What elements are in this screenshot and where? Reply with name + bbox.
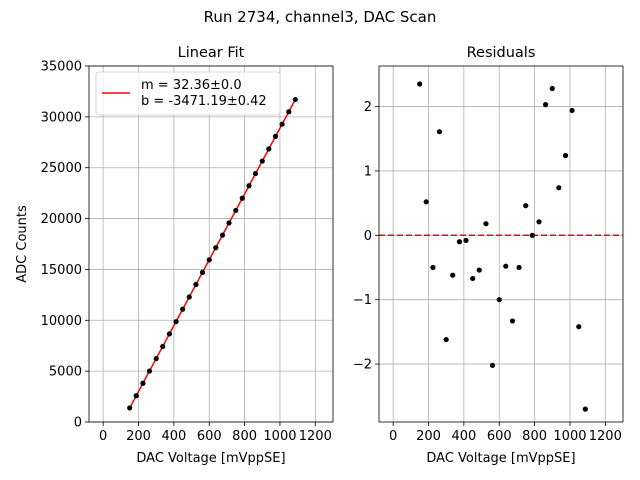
data-point <box>226 220 232 226</box>
data-point <box>443 336 449 343</box>
data-point <box>569 107 575 114</box>
data-point <box>239 195 245 201</box>
data-point <box>436 129 443 135</box>
data-point <box>233 207 239 214</box>
x-axis-label: DAC Voltage [mVppSE] <box>426 451 575 466</box>
data-point <box>496 297 502 303</box>
data-point <box>160 343 166 350</box>
data-point <box>206 257 212 263</box>
data-point <box>186 294 192 300</box>
x-tick-label: 1000 <box>263 429 296 444</box>
data-point <box>292 96 298 103</box>
x-tick-label: 0 <box>389 429 397 444</box>
figure-title: Run 2734, channel3, DAC Scan <box>204 8 437 26</box>
data-point <box>582 406 588 412</box>
y-tick-label: 5000 <box>49 365 82 380</box>
axes-frame <box>88 65 334 423</box>
data-point <box>430 264 436 271</box>
data-point <box>423 199 429 205</box>
data-point <box>536 219 542 225</box>
x-tick-label: 1200 <box>299 429 332 444</box>
data-point <box>173 319 179 325</box>
x-axis-label: DAC Voltage [mVppSE] <box>136 451 285 466</box>
data-point <box>266 146 272 152</box>
y-tick-label: 35000 <box>41 60 82 75</box>
data-point <box>483 221 489 227</box>
residuals-panel: 0 200 400 600 800 1000 1200 −2 −1 0 1 2 Residuals DAC… <box>353 45 624 466</box>
data-point <box>529 232 535 238</box>
legend-box <box>95 71 281 116</box>
data-point <box>286 109 292 115</box>
data-point <box>470 275 476 282</box>
data-point <box>199 269 206 275</box>
data-point <box>272 133 279 139</box>
data-point <box>456 239 463 245</box>
linear-fit-panel: 0 200 400 600 800 1000 1200 0 5000 10000 15000 2000… <box>15 45 334 466</box>
data-point <box>213 245 219 251</box>
data-point <box>417 81 423 87</box>
y-tick-label: −1 <box>353 293 372 308</box>
x-tick-label: 400 <box>451 429 476 444</box>
data-point <box>549 85 555 92</box>
x-tick-label: 0 <box>99 429 107 444</box>
panel-title: Residuals <box>467 45 536 61</box>
y-tick-label: 10000 <box>41 314 82 329</box>
data-point <box>279 121 285 127</box>
data-point <box>556 185 562 191</box>
data-point <box>476 267 482 273</box>
data-point <box>542 102 549 108</box>
data-point <box>180 306 186 312</box>
x-tick-label: 1200 <box>589 429 622 444</box>
y-tick-label: −2 <box>353 358 372 373</box>
x-tick-label: 800 <box>232 429 257 444</box>
data-point <box>140 380 146 386</box>
legend-entry: b = -3471.19±0.42 <box>141 94 267 109</box>
data-point <box>252 170 259 177</box>
y-tick-label: 20000 <box>41 212 82 227</box>
y-tick-label: 15000 <box>41 263 82 278</box>
y-tick-label: 0 <box>364 229 372 244</box>
y-tick-label: 1 <box>364 164 372 179</box>
fit-line <box>129 99 296 409</box>
y-tick-label: 30000 <box>41 110 82 125</box>
panel-title: Linear Fit <box>178 45 245 61</box>
x-tick-label: 600 <box>487 429 512 444</box>
data-point <box>219 232 226 238</box>
data-point <box>516 264 522 271</box>
data-point <box>193 281 199 288</box>
y-tick-label: 2 <box>364 100 372 115</box>
data-point <box>503 263 509 269</box>
data-point <box>489 362 496 368</box>
data-point <box>463 237 469 244</box>
data-point <box>127 405 133 411</box>
data-point <box>450 272 456 278</box>
x-tick-label: 200 <box>126 429 151 444</box>
data-point <box>523 203 529 209</box>
data-point <box>166 331 173 337</box>
data-point <box>153 355 159 362</box>
y-tick-label: 0 <box>74 416 82 431</box>
data-point <box>246 183 252 189</box>
axes-frame <box>378 65 624 423</box>
x-tick-label: 400 <box>161 429 186 444</box>
legend-entry: m = 32.36±0.0 <box>141 78 242 93</box>
y-axis-label: ADC Counts <box>15 205 30 283</box>
data-point <box>146 368 153 374</box>
x-tick-label: 800 <box>522 429 547 444</box>
data-point <box>133 393 139 399</box>
x-tick-label: 1000 <box>553 429 586 444</box>
data-point <box>509 318 516 324</box>
x-tick-label: 600 <box>197 429 222 444</box>
data-point <box>576 324 582 330</box>
data-point <box>562 152 569 159</box>
data-point <box>259 158 265 164</box>
y-tick-label: 25000 <box>41 161 82 176</box>
x-tick-label: 200 <box>416 429 441 444</box>
